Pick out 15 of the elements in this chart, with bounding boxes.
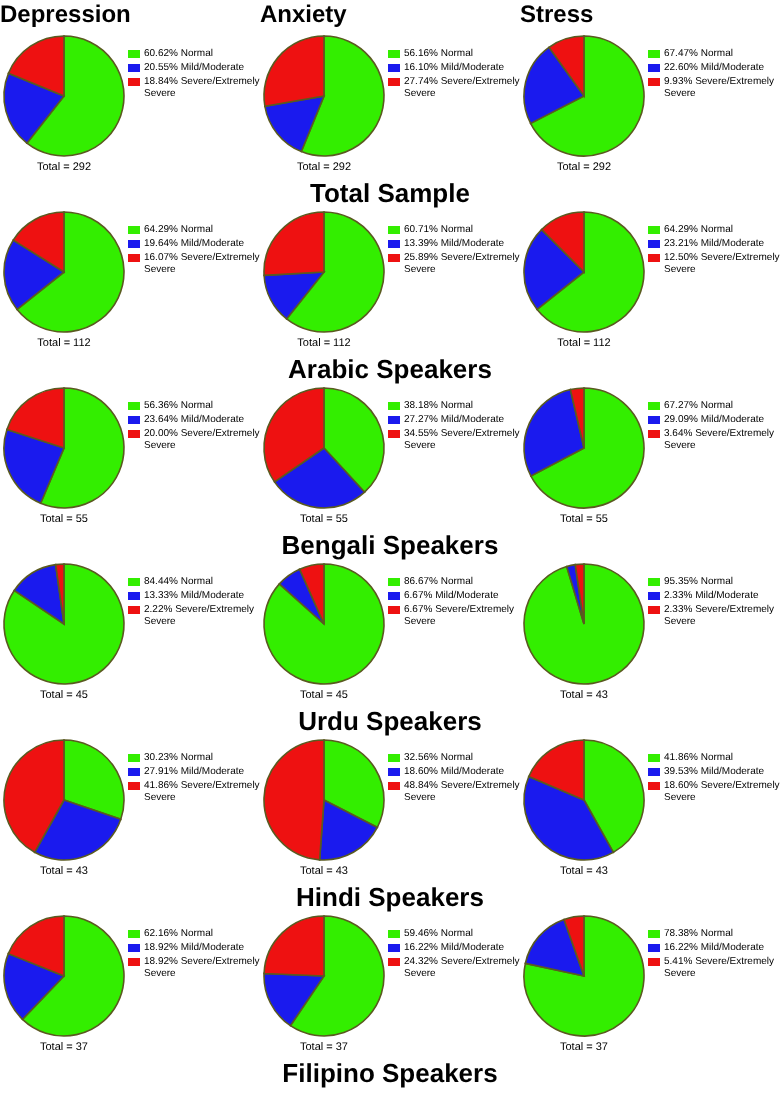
chart-title: Anxiety (260, 0, 349, 32)
text: Hindi Speakers (294, 882, 486, 912)
pie-slice (523, 563, 645, 685)
text: Arabic Speakers (286, 354, 494, 384)
pie-slice (523, 915, 645, 1037)
text: Total Sample (308, 178, 472, 208)
text: Urdu Speakers (296, 706, 484, 736)
pie-slice (530, 387, 645, 509)
pie-slice (3, 563, 125, 685)
pie-slice (529, 35, 645, 157)
pie-slice (263, 563, 385, 685)
text: Filipino Speakers (280, 1058, 500, 1088)
text: Bengali Speakers (279, 530, 501, 560)
chart-title: Stress (520, 0, 596, 32)
chart-title: Depression (0, 0, 133, 32)
